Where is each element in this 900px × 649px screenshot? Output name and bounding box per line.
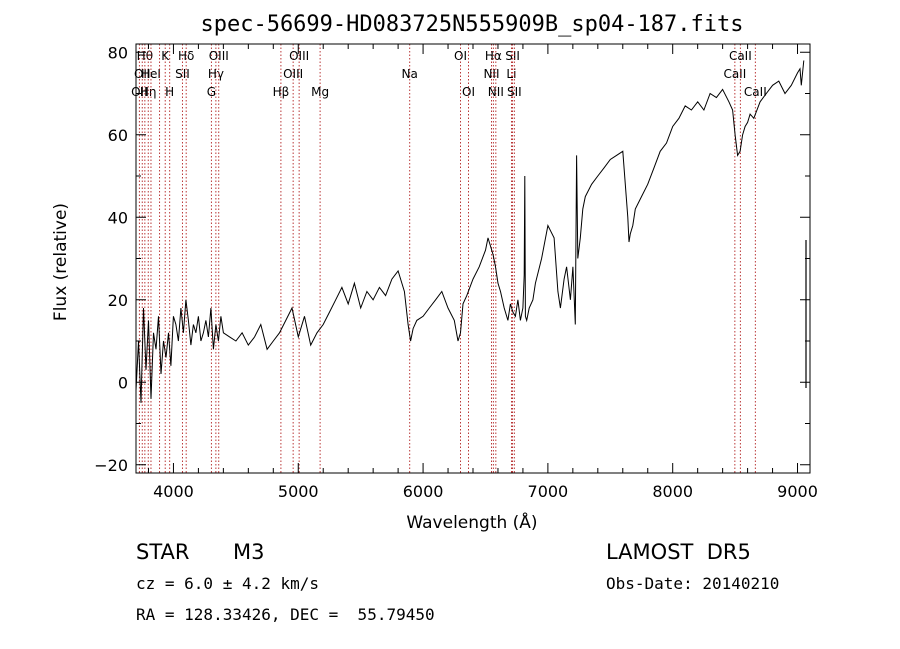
x-tick-label: 6000 (403, 482, 444, 501)
x-tick-label: 4000 (153, 482, 194, 501)
line-marker-label: CaII (744, 85, 767, 99)
line-marker-label: OII (134, 67, 151, 81)
chart-title: spec-56699-HD083725N555909B_sp04-187.fit… (200, 12, 743, 37)
line-marker-label: CaII (729, 49, 752, 63)
line-marker-label: OIII (289, 49, 309, 63)
line-marker-label: H (165, 85, 174, 99)
x-tick-label: 5000 (278, 482, 319, 501)
y-axis-ticks: −20 0 20 40 60 80 (94, 43, 810, 475)
x-tick-label: 9000 (777, 482, 818, 501)
x-tick-label: 8000 (652, 482, 693, 501)
spectrum-line (135, 60, 805, 403)
y-axis-label: Flux (relative) (51, 203, 71, 321)
line-marker-label: OI (462, 85, 475, 99)
y-tick-label: 20 (108, 291, 128, 310)
line-marker-label: SII (507, 85, 522, 99)
line-marker-label: G (207, 85, 216, 99)
x-tick-label: 7000 (528, 482, 569, 501)
y-tick-label: 60 (108, 126, 128, 145)
line-marker-label: K (161, 49, 170, 63)
line-marker-label: NII (488, 85, 504, 99)
line-marker-label: OIII (283, 67, 303, 81)
line-markers: OIIOIIHθHηHeIKHSIIHδGHγOIIIHβOIIIOIIIMgN… (131, 44, 767, 473)
x-axis-ticks: 4000 5000 6000 7000 8000 9000 (147, 44, 818, 501)
line-marker-label: OII (131, 85, 148, 99)
line-marker-label: Hδ (178, 49, 194, 63)
line-marker-label: Li (506, 67, 516, 81)
redshift-cz: cz = 6.0 ± 4.2 km/s (136, 574, 320, 593)
y-tick-label: 0 (118, 373, 128, 392)
object-class: STAR (136, 540, 190, 564)
object-subclass: M3 (233, 540, 265, 564)
observation-date: Obs-Date: 20140210 (606, 574, 780, 593)
x-axis-label: Wavelength (Å) (406, 511, 537, 533)
line-marker-label: Hβ (273, 85, 290, 99)
line-marker-label: OI (454, 49, 467, 63)
line-marker-label: NII (483, 67, 499, 81)
line-marker-label: Na (402, 67, 418, 81)
coordinates: RA = 128.33426, DEC = 55.79450 (136, 605, 435, 624)
line-marker-label: Mg (311, 85, 329, 99)
line-marker-label: Hη (140, 85, 157, 99)
line-marker-label: HeI (141, 67, 161, 81)
line-marker-label: Hγ (208, 67, 224, 81)
line-marker-label: CaII (723, 67, 746, 81)
line-marker-label: OIII (209, 49, 229, 63)
y-tick-label: −20 (94, 456, 128, 475)
plot-frame (135, 43, 811, 474)
survey-name: LAMOST DR5 (606, 540, 751, 564)
line-marker-label: SII (175, 67, 190, 81)
line-marker-label: SII (505, 49, 520, 63)
y-tick-label: 80 (108, 43, 128, 62)
y-tick-label: 40 (108, 208, 128, 227)
line-marker-label: Hα (485, 49, 502, 63)
